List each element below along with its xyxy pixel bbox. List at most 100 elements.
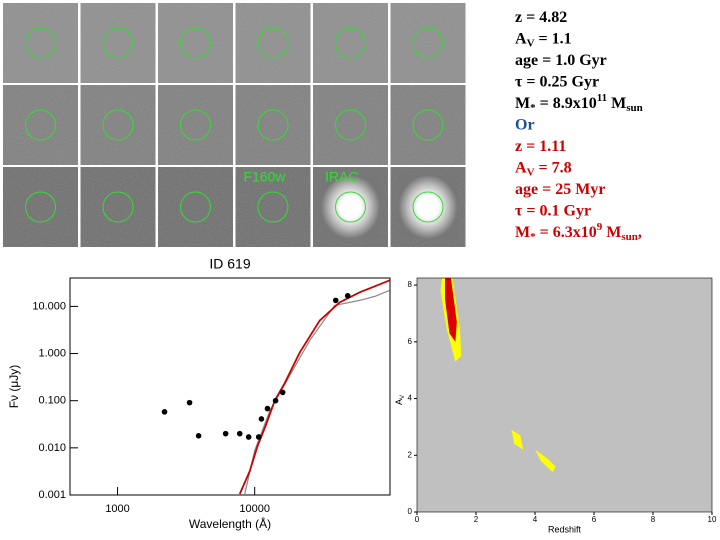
- parameter-text: V: [527, 166, 535, 178]
- parameter-text: 9: [597, 221, 603, 233]
- aperture: [257, 109, 289, 141]
- x-tick-label: 4: [533, 515, 538, 524]
- y-axis-label: Fν (μJy): [7, 365, 21, 409]
- parameter-line: age = 25 Myr: [515, 181, 605, 198]
- aperture: [412, 27, 444, 59]
- y-tick-label: 2: [408, 450, 413, 459]
- x-axis-label: Wavelength (Å): [189, 516, 271, 531]
- aperture: [257, 27, 289, 59]
- aperture: [102, 109, 134, 141]
- aperture: [257, 191, 289, 223]
- parameter-text: A: [515, 30, 527, 47]
- stamp-noise: [235, 167, 311, 247]
- parameter-text: = 6.3x10: [536, 224, 597, 241]
- parameter-text: M: [515, 224, 530, 241]
- parameter-line: age = 1.0 Gyr: [515, 52, 607, 69]
- aperture: [180, 191, 211, 223]
- model-sed: [244, 289, 390, 495]
- parameter-text: age = 1.0 Gyr: [515, 52, 607, 69]
- y-axis-label: AV: [394, 395, 405, 405]
- parameter-text: *: [530, 231, 536, 243]
- aperture: [102, 27, 134, 59]
- y-axis-label-sub: V: [400, 395, 406, 399]
- parameter-text: 11: [597, 92, 607, 104]
- parameter-text: ,: [638, 224, 642, 241]
- photometry-point: [245, 434, 252, 440]
- aperture: [335, 191, 366, 223]
- stamp-source: [398, 175, 458, 239]
- stamp-noise: [313, 3, 388, 83]
- stamp-source: [321, 175, 380, 239]
- parameter-line: Or: [515, 116, 535, 133]
- y-axis-label-main: A: [394, 399, 404, 405]
- parameter-line: AV = 7.8: [515, 159, 572, 178]
- x-tick-label: 8: [651, 515, 656, 524]
- aperture: [180, 27, 211, 59]
- x-axis-label: Redshift: [548, 524, 582, 534]
- photometry-point: [161, 409, 168, 415]
- parameter-line: τ = 0.25 Gyr: [515, 73, 599, 90]
- stamp-noise: [158, 3, 233, 83]
- y-tick-label: 10.000: [32, 300, 66, 312]
- stamp-label: IRAC: [325, 169, 358, 185]
- y-tick-label: 1.000: [38, 347, 66, 359]
- y-tick-label: 6: [408, 337, 413, 346]
- stamp-noise: [235, 3, 311, 83]
- parameter-text: = 8.9x10: [536, 95, 597, 112]
- fit-parameters: z = 4.82 AV = 1.1 age = 1.0 Gyr τ = 0.25 Gy…: [515, 9, 643, 243]
- stamp-noise: [390, 85, 466, 165]
- plot-frame: [69, 277, 391, 496]
- stamp-noise: [235, 85, 311, 165]
- photometry-point: [272, 397, 279, 404]
- parameter-text: z = 4.82: [515, 9, 567, 26]
- x-tick-label: 0: [415, 515, 420, 524]
- parameter-text: τ = 0.1 Gyr: [515, 202, 591, 219]
- photometry-point: [236, 430, 243, 437]
- aperture: [412, 109, 444, 141]
- parameter-line: AV = 1.1: [515, 30, 572, 49]
- x-tick-label: 6: [592, 515, 597, 524]
- stamp-noise: [80, 3, 156, 83]
- stamp-noise: [3, 3, 78, 83]
- stamp-noise: [3, 167, 78, 247]
- photometry-point: [332, 297, 339, 304]
- parameter-line: τ = 0.1 Gyr: [515, 202, 591, 219]
- aperture: [335, 109, 366, 141]
- aperture: [25, 191, 56, 223]
- confidence-region: [445, 278, 457, 342]
- x-tick-label: 1000: [105, 503, 129, 515]
- aperture: [335, 27, 366, 59]
- parameter-text: M: [607, 95, 626, 112]
- parameter-line: z = 1.11: [515, 138, 566, 155]
- stamp-label: F160w: [244, 169, 287, 185]
- parameter-text: Or: [515, 116, 535, 133]
- model-sed: [238, 279, 391, 495]
- image-stamps: F160w IRAC: [3, 3, 466, 247]
- stamp-noise: [158, 85, 233, 165]
- parameter-line: z = 4.82: [515, 9, 567, 26]
- y-tick-label: 0.010: [38, 442, 66, 454]
- parameter-text: M: [515, 95, 530, 112]
- photometry-point: [279, 389, 286, 396]
- parameter-text: M: [602, 224, 621, 241]
- parameter-text: age = 25 Myr: [515, 181, 605, 198]
- aperture: [25, 27, 56, 59]
- confidence-region: [535, 449, 556, 473]
- photometry-point: [344, 292, 351, 299]
- x-tick-label: 2: [474, 515, 479, 524]
- aperture: [180, 109, 211, 141]
- y-tick-label: 0.100: [38, 395, 66, 407]
- stamp-noise: [158, 167, 233, 247]
- stamp-noise: [390, 3, 466, 83]
- stamp-noise: [313, 85, 388, 165]
- y-tick-label: 8: [408, 280, 413, 289]
- charts: ID 619 10.000 1.000 0.100 0.010 0.001 1000 1000…: [7, 256, 717, 535]
- plot-frame: [416, 277, 713, 513]
- chart-title: ID 619: [209, 256, 250, 272]
- aperture: [102, 191, 134, 223]
- photometry-point: [255, 434, 262, 440]
- x-tick-label: 10000: [239, 503, 270, 515]
- parameter-text: sun: [626, 102, 643, 114]
- y-tick-label: 0.001: [38, 489, 66, 501]
